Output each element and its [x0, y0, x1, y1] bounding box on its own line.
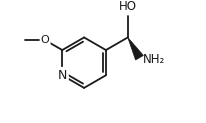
Polygon shape — [128, 37, 143, 60]
Text: O: O — [41, 35, 49, 45]
Text: N: N — [57, 69, 67, 82]
Text: HO: HO — [119, 0, 137, 13]
Text: NH₂: NH₂ — [143, 53, 165, 66]
